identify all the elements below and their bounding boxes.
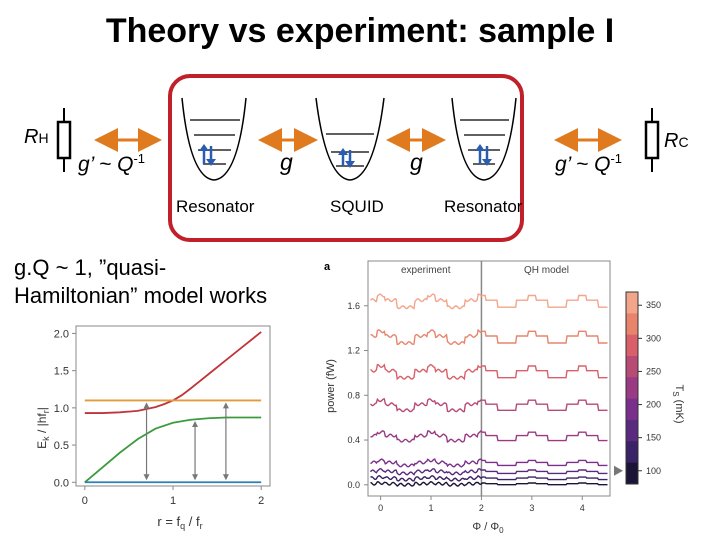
energy-chart-ytick-label: 2.0 <box>54 328 69 340</box>
model-note-line1: g.Q ~ 1, ”quasi- <box>14 255 167 280</box>
model-note-line2: Hamiltonian” model works <box>14 283 268 308</box>
power-chart-ytick-label: 1.2 <box>347 346 360 356</box>
resistor-left-label: RH <box>24 126 49 149</box>
energy-chart-xtick-label: 2 <box>258 495 264 507</box>
power-chart-legend-experiment: experiment <box>401 265 451 276</box>
energy-level-line-2 <box>84 416 262 483</box>
coupling-right-exp: -1 <box>610 151 623 166</box>
updown-arrows-right-icon <box>475 144 492 166</box>
power-trace-7 <box>370 474 608 482</box>
power-chart-legend-model: QH model <box>524 265 569 276</box>
colorbar-pointer-icon <box>614 465 623 476</box>
coupling-right-label: g’ ~ Q-1 <box>555 151 622 177</box>
power-chart-ylabel: power (fW) <box>325 359 337 413</box>
power-chart-xlabel: Φ / Φ0 <box>472 521 504 535</box>
power-trace-0 <box>370 293 608 310</box>
energy-chart-xtick-label: 0 <box>82 495 88 507</box>
power-trace-8 <box>370 480 608 487</box>
coupling-g2-label: g <box>410 149 423 175</box>
transition-arrow-head-bottom-0 <box>143 474 150 481</box>
resonator-right-potential-icon <box>451 97 517 181</box>
coupled-system-box <box>168 74 524 242</box>
power-trace-4 <box>370 429 608 443</box>
power-flux-chart: a 0.0 0.4 0.8 1.2 1.6 0 1 2 3 4 100 150 200 250 300 35… <box>324 260 685 535</box>
energy-chart-transition-arrows <box>143 402 229 481</box>
colorbar-tick-label: 200 <box>646 400 661 410</box>
temperature-colorbar: 100 150 200 250 300 350 <box>614 291 661 485</box>
page-title: Theory vs experiment: sample I <box>105 12 615 50</box>
colorbar-segment-1 <box>626 313 638 336</box>
colorbar-segment-7 <box>626 441 638 464</box>
squid-label: SQUID <box>330 197 384 216</box>
colorbar-segment-3 <box>626 356 638 378</box>
coupling-g1-label: g <box>280 149 293 175</box>
colorbar-label: TS (mK) <box>671 385 685 424</box>
resistor-left-main: R <box>24 126 39 148</box>
resonator-right-label: Resonator <box>444 197 523 216</box>
power-chart-xtick-label: 4 <box>580 503 585 513</box>
updown-arrows-left-icon <box>199 144 216 166</box>
colorbar-segment-0 <box>626 292 638 314</box>
power-chart-series <box>369 293 608 487</box>
energy-chart-ytick-label: 1.0 <box>54 403 69 415</box>
power-chart-ytick-label: 0.8 <box>347 390 360 400</box>
energy-chart-ytick-label: 0.0 <box>54 477 69 489</box>
energy-chart-xtick-label: 1 <box>170 495 176 507</box>
energy-level-chart: 0.0 0.5 1.0 1.5 2.0 0 1 2 Ek / |hfr| r = fq / f… <box>35 325 271 531</box>
power-trace-1 <box>370 328 608 346</box>
energy-chart-ylabel: Ek / |hfr| <box>35 407 51 449</box>
power-trace-3 <box>369 397 608 413</box>
resistor-right-label: RC <box>664 130 689 153</box>
coupling-right-text: g’ ~ Q <box>555 153 611 176</box>
colorbar-frame <box>625 291 639 485</box>
colorbar-tick-label: 350 <box>646 300 661 310</box>
resistor-right-sub: C <box>678 134 689 150</box>
power-chart-panel-label: a <box>324 261 331 273</box>
colorbar-tick-label: 150 <box>646 433 661 443</box>
power-chart-xtick-label: 2 <box>479 503 484 513</box>
energy-chart-axes: 0.0 0.5 1.0 1.5 2.0 0 1 2 <box>54 325 271 507</box>
energy-chart-series <box>84 331 262 484</box>
resistor-right-main: R <box>664 130 679 152</box>
power-chart-axes: 0.0 0.4 0.8 1.2 1.6 0 1 2 3 4 <box>347 260 611 513</box>
power-chart-xtick-label: 0 <box>378 503 383 513</box>
transition-arrow-head-bottom-2 <box>222 474 229 481</box>
energy-chart-xlabel: r = fq / fr <box>157 514 202 531</box>
schematic-diagram <box>56 97 660 181</box>
energy-chart-frame <box>75 325 271 487</box>
colorbar-tick-label: 300 <box>646 333 661 343</box>
transition-arrow-head-top-2 <box>222 402 229 409</box>
energy-chart-ytick-label: 0.5 <box>54 440 69 452</box>
resonator-left-potential-icon <box>181 97 247 181</box>
energy-chart-ytick-label: 1.5 <box>54 366 69 378</box>
transition-arrow-head-top-1 <box>192 421 199 428</box>
colorbar-segment-8 <box>626 462 638 485</box>
power-trace-2 <box>370 363 608 381</box>
colorbar-tick-label: 100 <box>646 466 661 476</box>
colorbar-segment-6 <box>626 420 638 442</box>
resistor-left-icon <box>56 108 72 172</box>
model-note: g.Q ~ 1, ”quasi- Hamiltonian” model work… <box>14 254 267 310</box>
resistor-right-icon <box>644 108 660 172</box>
power-chart-frame <box>367 260 611 497</box>
colorbar-segment-5 <box>626 398 638 421</box>
power-chart-xtick-label: 3 <box>529 503 534 513</box>
coupling-left-exp: -1 <box>133 151 146 166</box>
power-chart-ytick-label: 1.6 <box>347 301 360 311</box>
updown-arrows-squid-icon <box>338 148 355 168</box>
coupling-left-text: g’ ~ Q <box>78 153 134 176</box>
power-chart-ytick-label: 0.0 <box>347 480 360 490</box>
colorbar-tick-label: 250 <box>646 366 661 376</box>
resistor-left-sub: H <box>38 130 49 146</box>
power-chart-xtick-label: 1 <box>429 503 434 513</box>
power-chart-ytick-label: 0.4 <box>347 435 360 445</box>
coupling-left-label: g’ ~ Q-1 <box>78 151 145 177</box>
colorbar-segment-4 <box>626 377 638 400</box>
power-trace-6 <box>369 467 608 476</box>
power-trace-5 <box>370 458 608 468</box>
colorbar-segment-2 <box>626 334 638 357</box>
transition-arrow-head-bottom-1 <box>192 474 199 481</box>
resonator-left-label: Resonator <box>176 197 255 216</box>
transition-arrow-head-top-0 <box>143 402 150 409</box>
